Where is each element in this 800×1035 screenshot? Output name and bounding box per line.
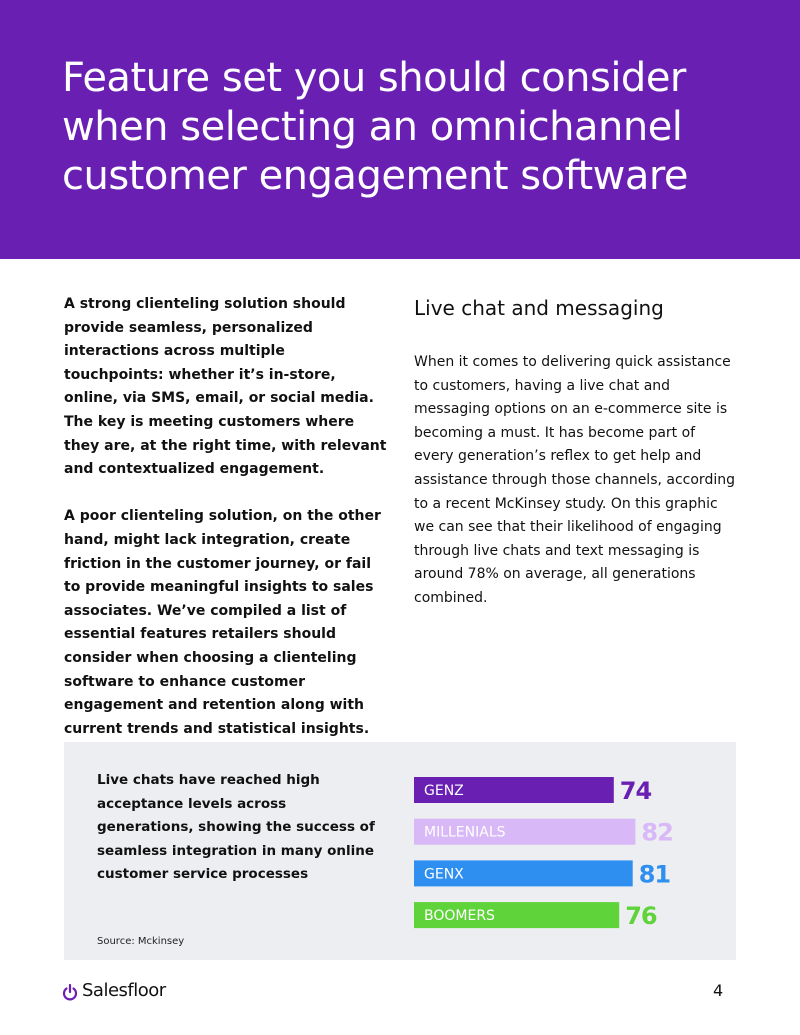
bar — [414, 777, 614, 803]
section-heading: Live chat and messaging — [414, 296, 664, 320]
chart: GENZ 74 MILLENIALS 82 GENX 81 BOOMERS 76 — [414, 777, 674, 930]
chart-caption: Live chats have reached high acceptance … — [97, 772, 375, 883]
bar-label: GENZ — [424, 783, 464, 799]
left-column: A strong clienteling solution should pro… — [64, 293, 389, 765]
paragraph: When it comes to delivering quick assist… — [414, 354, 735, 606]
chart-panel: Live chats have reached high acceptance … — [64, 742, 736, 960]
value-label: 82 — [641, 819, 672, 847]
header: Feature set you should consider when sel… — [0, 0, 800, 259]
title-line: customer engagement software — [62, 153, 689, 199]
value-label: 74 — [620, 777, 652, 805]
page-number: 4 — [713, 981, 724, 1000]
value-label: 81 — [639, 860, 671, 888]
title-line: when selecting an omnichannel — [62, 104, 683, 150]
logo-icon — [62, 983, 78, 1001]
bar — [414, 902, 620, 929]
paragraph: A poor clienteling solution, on the othe… — [64, 508, 381, 737]
value-label: 76 — [625, 902, 657, 930]
brand: Salesfloor — [82, 980, 166, 1001]
title-line: Feature set you should consider — [62, 55, 686, 101]
bar-label: MILLENIALS — [424, 825, 506, 841]
bar-label: GENX — [424, 866, 464, 882]
chart-source: Source: Mckinsey — [97, 936, 185, 947]
paragraph: A strong clienteling solution should pro… — [64, 296, 387, 478]
bar — [414, 818, 636, 845]
bar-label: BOOMERS — [424, 908, 495, 924]
bar — [414, 860, 633, 887]
